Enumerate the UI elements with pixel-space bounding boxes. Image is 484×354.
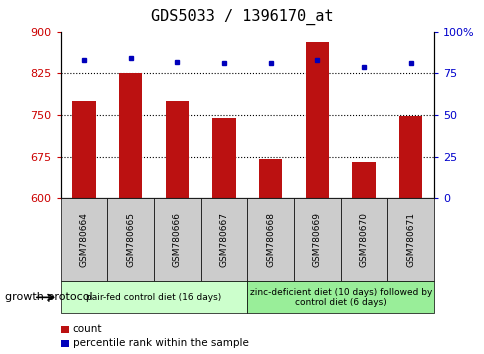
Bar [72, 101, 95, 198]
Text: GSM780670: GSM780670 [359, 212, 368, 267]
Bar [305, 42, 328, 198]
Text: GSM780667: GSM780667 [219, 212, 228, 267]
Bar [212, 118, 235, 198]
Bar [119, 73, 142, 198]
Text: zinc-deficient diet (10 days) followed by
control diet (6 days): zinc-deficient diet (10 days) followed b… [249, 288, 431, 307]
Text: GSM780665: GSM780665 [126, 212, 135, 267]
Text: GSM780669: GSM780669 [312, 212, 321, 267]
Bar [352, 162, 375, 198]
Text: pair-fed control diet (16 days): pair-fed control diet (16 days) [86, 293, 221, 302]
Text: growth protocol: growth protocol [5, 292, 92, 302]
Bar [166, 101, 189, 198]
Text: GSM780668: GSM780668 [266, 212, 274, 267]
Text: GSM780666: GSM780666 [172, 212, 182, 267]
Bar [398, 116, 422, 198]
Text: percentile rank within the sample: percentile rank within the sample [73, 338, 248, 348]
Text: GSM780664: GSM780664 [79, 212, 88, 267]
Text: GSM780671: GSM780671 [406, 212, 414, 267]
Text: GDS5033 / 1396170_at: GDS5033 / 1396170_at [151, 9, 333, 25]
Bar [258, 159, 282, 198]
Text: count: count [73, 324, 102, 334]
